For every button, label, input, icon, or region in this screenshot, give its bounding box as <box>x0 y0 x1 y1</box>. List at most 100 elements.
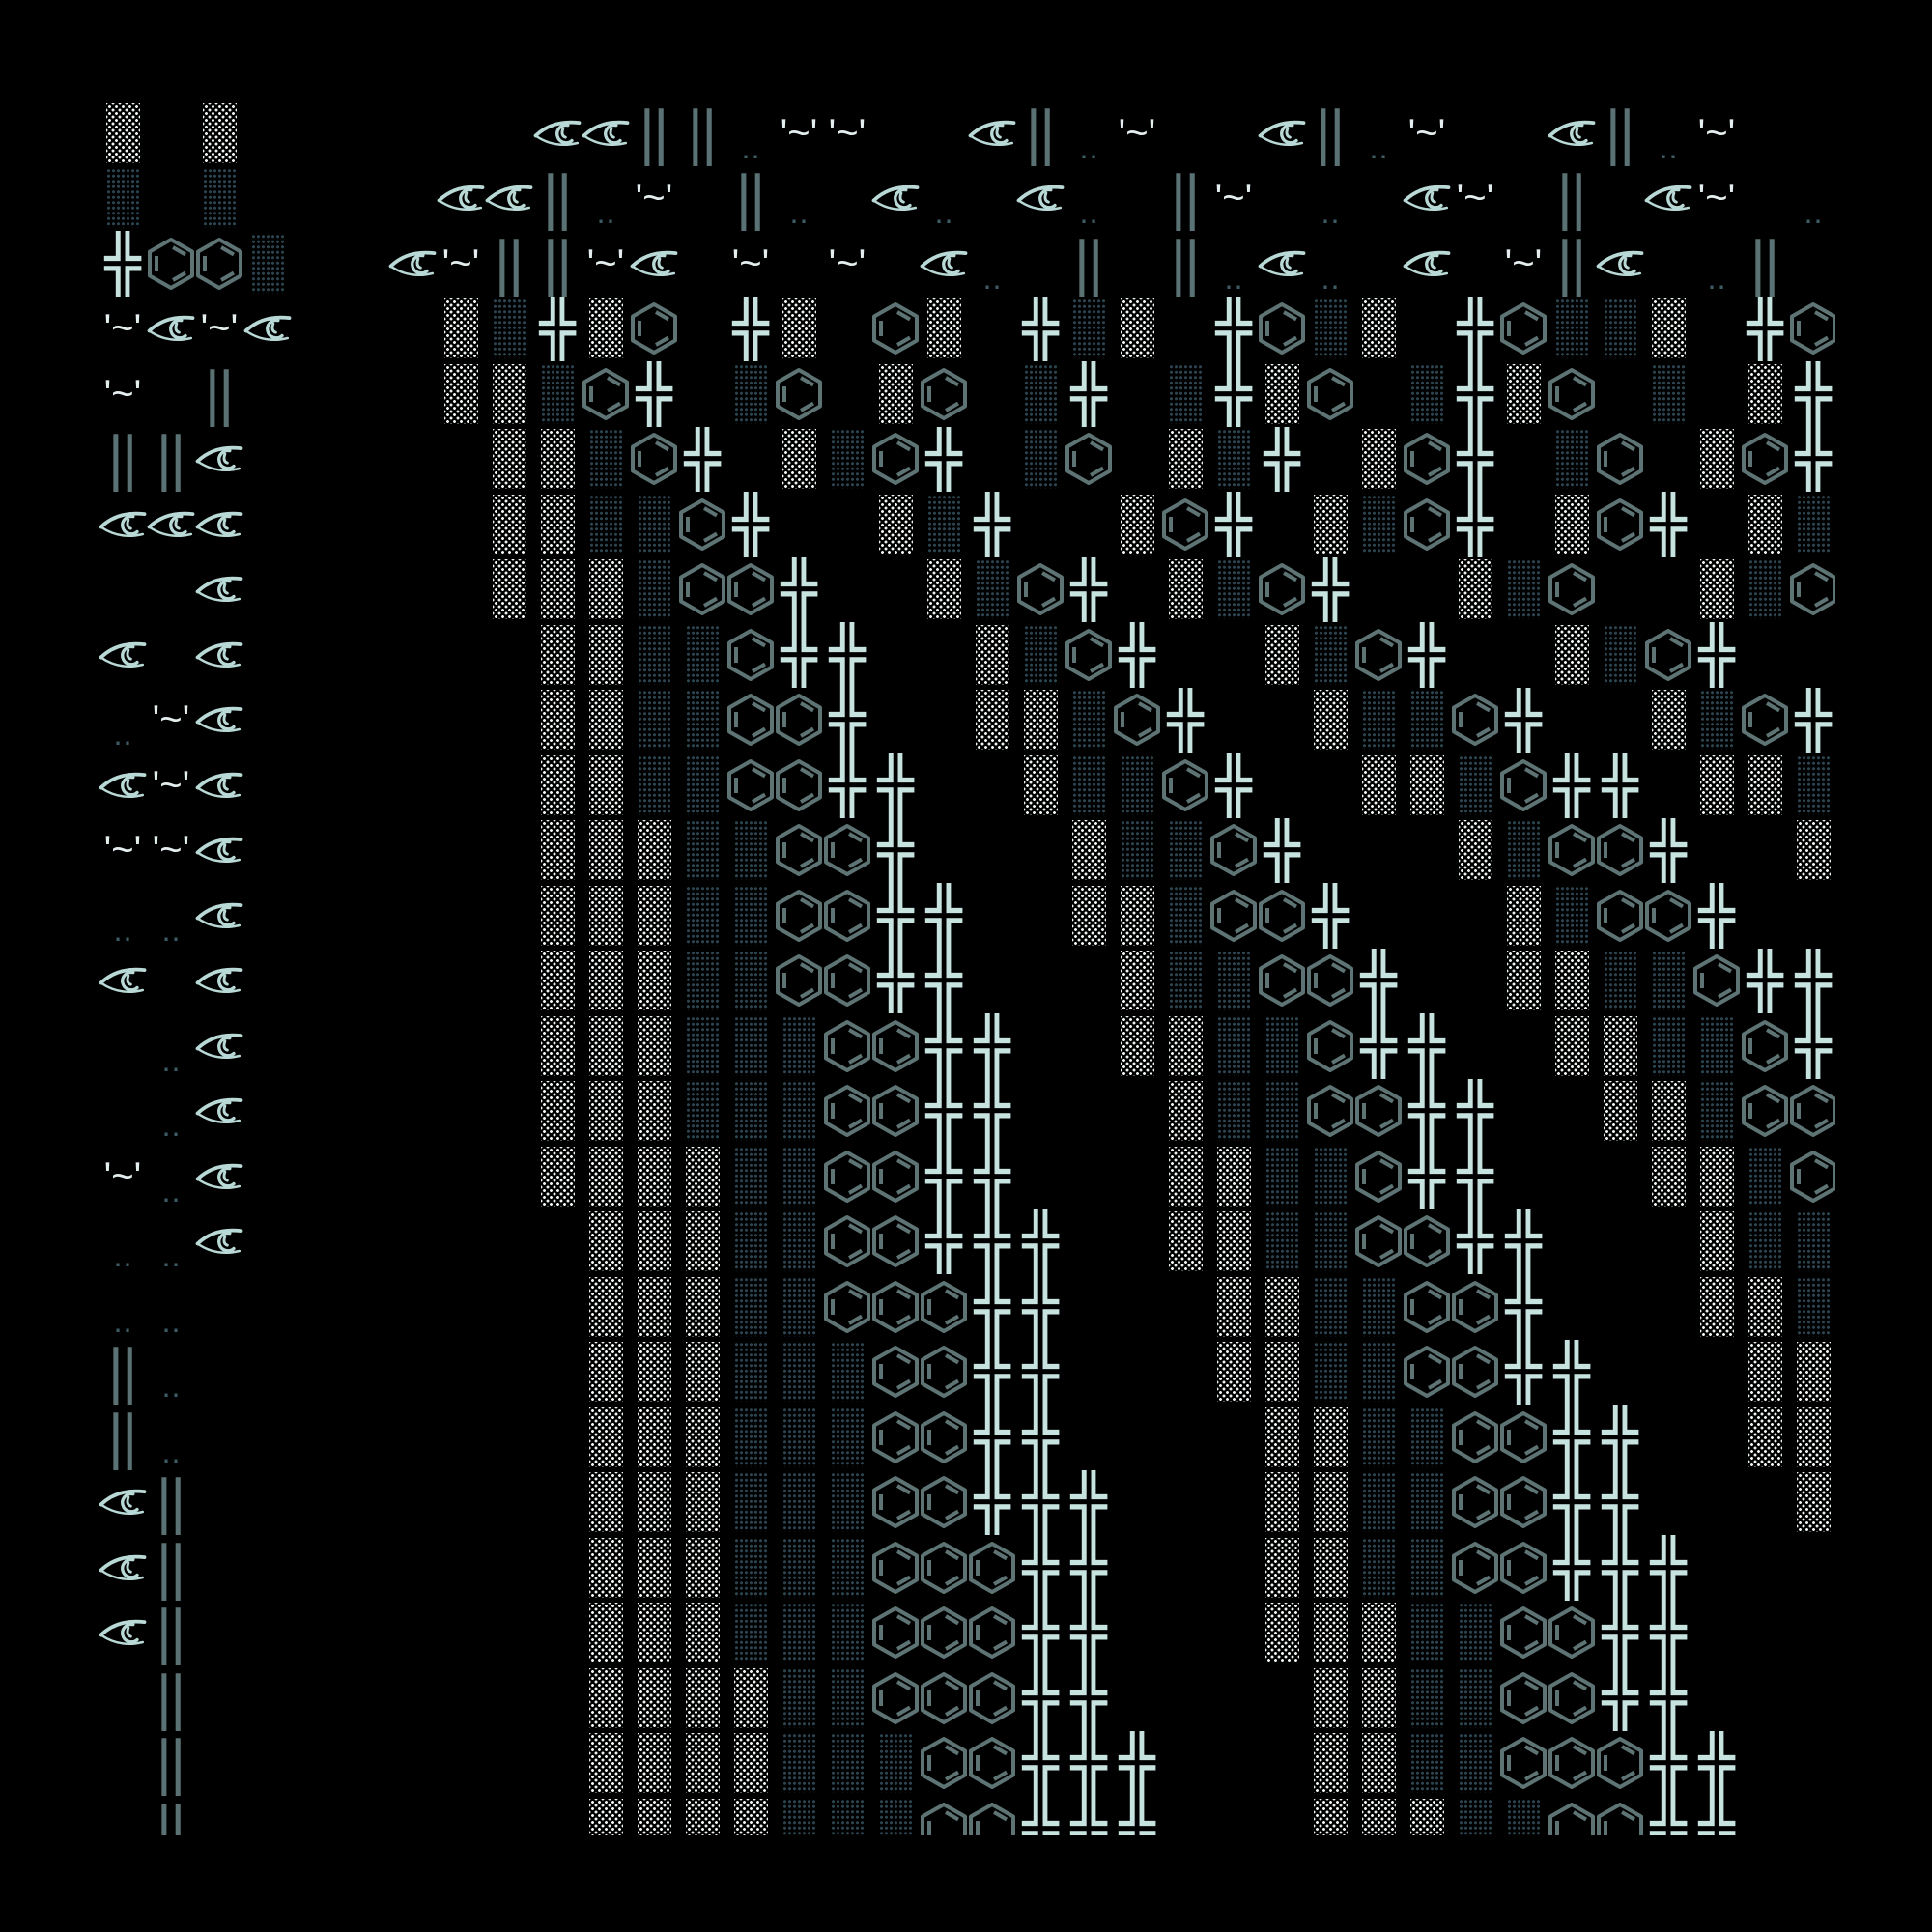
light-shade-fill <box>540 951 575 1011</box>
light-shade-block <box>582 1665 630 1731</box>
dark-shade-fill <box>1796 494 1831 554</box>
light-shade-block <box>775 427 823 493</box>
dark-shade-fill <box>1506 820 1541 881</box>
dark-shade-block <box>1113 753 1161 818</box>
benzene-hexagon-icon <box>1789 1144 1835 1209</box>
double-cross-glyph: ╬ <box>974 492 1010 557</box>
benzene-hexagon-icon <box>1548 1796 1596 1835</box>
eye-icon <box>920 231 968 297</box>
dark-shade-block <box>726 361 775 427</box>
eye-icon <box>243 297 292 362</box>
dark-shade-fill <box>781 1472 816 1533</box>
dark-shade-block <box>678 883 726 949</box>
benzene-hexagon-icon <box>968 1796 1016 1835</box>
light-shade-fill <box>685 1733 720 1794</box>
light-shade-block <box>1741 1340 1789 1406</box>
dark-shade-block <box>823 1405 871 1470</box>
dark-shade-block <box>1016 361 1065 427</box>
dark-shade-fill <box>685 690 720 751</box>
dark-shade-fill <box>1023 624 1058 685</box>
light-shade-fill <box>637 951 671 1011</box>
light-shade-fill <box>637 1537 671 1598</box>
double-cross-glyph: ╬ <box>925 1013 962 1079</box>
benzene-hexagon-icon <box>630 297 678 362</box>
double-cross-glyph: ╬ <box>1070 361 1107 427</box>
light-shade-block <box>1258 622 1306 688</box>
light-shade-block <box>871 492 920 557</box>
light-shade-fill <box>588 1211 623 1272</box>
double-bar-glyph: ‖ <box>153 1535 189 1601</box>
dark-shade-block <box>630 492 678 557</box>
benzene-hexagon-icon <box>1596 1731 1644 1797</box>
eye-icon <box>630 231 678 297</box>
light-shade-block <box>775 297 823 362</box>
dark-shade-block <box>1789 753 1835 818</box>
light-shade-fill <box>1747 1342 1782 1403</box>
dark-shade-block <box>1354 1535 1403 1601</box>
dark-shade-block <box>1644 361 1692 427</box>
two-dot-glyph: ‥ <box>933 197 954 231</box>
quote-tilde-glyph: '~' <box>1697 111 1736 155</box>
double-cross-glyph: ╬ <box>1553 753 1590 818</box>
benzene-hexagon-icon <box>823 1274 871 1340</box>
benzene-hexagon-icon <box>1403 1209 1451 1275</box>
eye-icon <box>1403 231 1451 297</box>
double-cross-glyph: ╬ <box>1408 622 1445 688</box>
dark-shade-fill <box>830 1667 865 1728</box>
dark-shade-fill <box>1071 690 1106 751</box>
dark-shade-block <box>1403 1601 1451 1666</box>
quote-tilde-glyph: '~' <box>103 829 142 872</box>
light-shade-block <box>582 818 630 884</box>
eye-icon <box>195 818 243 884</box>
light-shade-block <box>582 1535 630 1601</box>
dark-shade-fill <box>1409 1472 1444 1533</box>
dark-shade-fill <box>1699 1015 1734 1076</box>
light-shade-fill <box>685 1667 720 1728</box>
light-shade-fill <box>1361 298 1396 359</box>
light-shade-fill <box>588 1081 623 1142</box>
dark-shade-block <box>1161 883 1209 949</box>
double-cross-glyph: ╬ <box>1022 1665 1059 1731</box>
benzene-hexagon-icon <box>1451 688 1499 753</box>
eye-icon <box>1016 166 1065 232</box>
light-shade-fill <box>1603 1015 1637 1076</box>
light-shade-block <box>1692 753 1741 818</box>
benzene-hexagon-icon <box>1548 818 1596 884</box>
double-cross-glyph: ╬ <box>1312 556 1349 622</box>
benzene-hexagon-icon <box>1258 949 1306 1014</box>
benzene-hexagon-icon <box>678 557 726 623</box>
double-cross-glyph: ╬ <box>974 1208 1010 1274</box>
double-cross-glyph: ╬ <box>1795 687 1832 753</box>
benzene-hexagon-icon <box>775 688 823 753</box>
dark-shade-fill <box>975 559 1009 620</box>
light-shade-block <box>1741 753 1789 818</box>
benzene-hexagon-icon <box>871 1601 920 1666</box>
light-shade-fill <box>1313 1603 1348 1663</box>
quote-tilde-glyph: '~' <box>200 307 239 351</box>
dark-shade-block <box>1354 1340 1403 1406</box>
dark-shade-block <box>678 949 726 1014</box>
double-cross-glyph: ╬ <box>1553 1339 1590 1405</box>
benzene-hexagon-icon <box>823 1209 871 1275</box>
light-shade-block <box>1306 1470 1354 1536</box>
benzene-hexagon-icon <box>1354 1209 1403 1275</box>
dark-shade-fill <box>1216 1015 1251 1076</box>
dark-shade-block <box>582 492 630 557</box>
light-shade-block <box>582 1079 630 1145</box>
light-shade-block <box>1692 1209 1741 1275</box>
benzene-hexagon-icon <box>1451 1470 1499 1536</box>
benzene-hexagon-icon <box>1548 1665 1596 1731</box>
dark-shade-fill <box>1458 1733 1492 1794</box>
dark-shade-fill <box>1071 298 1106 359</box>
light-shade-fill <box>1120 951 1154 1011</box>
dark-shade-fill <box>781 1537 816 1598</box>
light-shade-block <box>1306 688 1354 753</box>
light-shade-fill <box>588 690 623 751</box>
light-shade-block <box>1161 1079 1209 1145</box>
light-shade-block <box>1789 1470 1835 1536</box>
dark-shade-block <box>726 1079 775 1145</box>
eye-icon <box>1403 166 1451 232</box>
double-cross-glyph: ╬ <box>974 1144 1010 1209</box>
dark-shade-block <box>1644 1013 1692 1079</box>
dark-shade-block <box>1451 753 1499 818</box>
